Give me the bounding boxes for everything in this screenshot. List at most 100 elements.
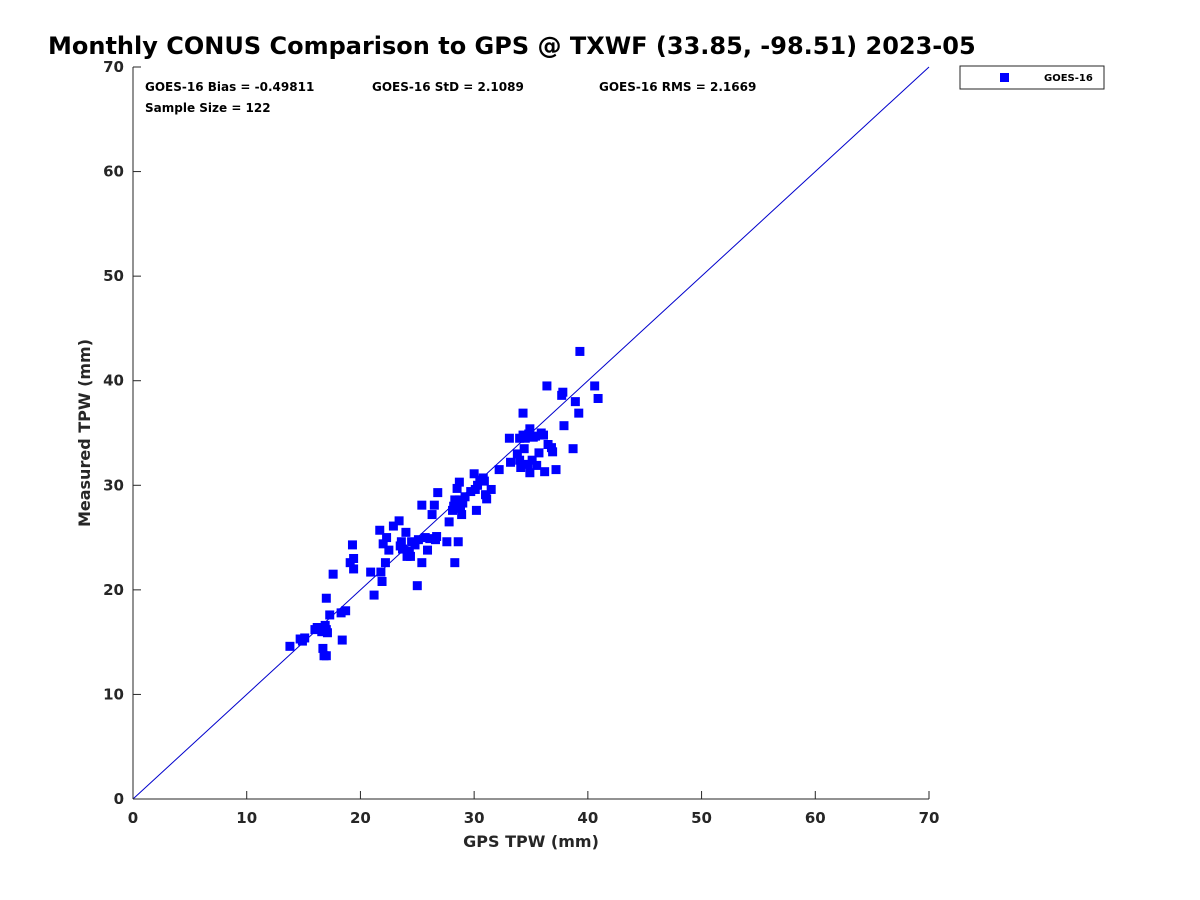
- data-point: [429, 500, 439, 510]
- x-axis-label: GPS TPW (mm): [463, 832, 599, 851]
- x-tick-label: 50: [691, 809, 712, 827]
- data-point: [404, 546, 414, 556]
- data-point: [341, 606, 351, 616]
- data-point: [551, 465, 561, 475]
- data-point: [574, 408, 584, 418]
- data-point: [337, 635, 347, 645]
- data-point: [442, 537, 452, 547]
- data-point: [539, 430, 549, 440]
- data-point: [401, 527, 411, 537]
- y-tick-label: 40: [103, 372, 124, 390]
- data-point: [469, 469, 479, 479]
- y-tick-label: 0: [114, 790, 124, 808]
- data-point: [453, 537, 463, 547]
- data-point: [450, 495, 460, 505]
- data-point: [396, 537, 406, 547]
- data-point: [321, 593, 331, 603]
- data-point: [398, 544, 408, 554]
- x-tick-label: 60: [805, 809, 826, 827]
- data-point: [405, 551, 415, 561]
- data-point: [479, 476, 489, 486]
- data-point: [525, 424, 535, 434]
- data-point: [444, 517, 454, 527]
- data-point: [486, 484, 496, 494]
- data-point: [450, 558, 460, 568]
- legend-box: [959, 65, 1105, 90]
- data-point: [317, 627, 327, 637]
- data-point: [425, 534, 435, 544]
- y-tick-label: 10: [103, 685, 124, 703]
- data-point: [432, 532, 442, 542]
- data-point: [460, 492, 470, 502]
- data-point: [388, 521, 398, 531]
- std-stat: GOES-16 StD = 2.1089: [372, 80, 524, 94]
- data-point: [519, 444, 529, 454]
- bias-stat: GOES-16 Bias = -0.49811: [145, 80, 314, 94]
- data-point: [285, 641, 295, 651]
- data-point: [454, 477, 464, 487]
- data-point: [394, 516, 404, 526]
- legend-marker-goes-16: [1000, 73, 1009, 82]
- data-point: [312, 623, 322, 633]
- data-point: [532, 460, 542, 470]
- legend: GOES-16: [959, 65, 1105, 90]
- data-point: [559, 421, 569, 431]
- data-point: [349, 553, 359, 563]
- data-point: [548, 447, 558, 457]
- x-tick-label: 0: [128, 809, 138, 827]
- x-tick-label: 10: [236, 809, 257, 827]
- x-tick-label: 30: [464, 809, 485, 827]
- data-point: [413, 535, 423, 545]
- sample-size-stat: Sample Size = 122: [145, 101, 271, 115]
- data-point: [473, 480, 483, 490]
- y-tick-label: 70: [103, 58, 124, 76]
- data-point: [516, 463, 526, 473]
- data-point: [542, 381, 552, 391]
- data-points-layer: [285, 346, 603, 661]
- data-point: [593, 393, 603, 403]
- data-point: [524, 429, 534, 439]
- data-point: [375, 525, 385, 535]
- data-point: [382, 533, 392, 543]
- data-point: [376, 567, 386, 577]
- data-point: [449, 501, 459, 511]
- chart-title: Monthly CONUS Comparison to GPS @ TXWF (…: [48, 32, 976, 60]
- data-point: [458, 498, 468, 508]
- data-point: [466, 487, 476, 497]
- data-point: [527, 455, 537, 465]
- data-point: [420, 533, 430, 543]
- data-point: [518, 408, 528, 418]
- x-tick-label: 20: [350, 809, 371, 827]
- y-tick-label: 60: [103, 163, 124, 181]
- data-point: [412, 581, 422, 591]
- data-point: [531, 431, 541, 441]
- data-point: [410, 540, 420, 550]
- data-point: [452, 483, 462, 493]
- data-point: [575, 346, 585, 356]
- data-point: [525, 468, 535, 478]
- data-point: [322, 628, 332, 638]
- data-point: [570, 397, 580, 407]
- data-point: [325, 610, 335, 620]
- data-point: [300, 633, 310, 643]
- rms-stat: GOES-16 RMS = 2.1669: [599, 80, 756, 94]
- data-point: [494, 465, 504, 475]
- data-point: [523, 459, 533, 469]
- data-point: [380, 558, 390, 568]
- data-point: [433, 488, 443, 498]
- data-point: [515, 455, 525, 465]
- data-point: [457, 510, 467, 520]
- data-point: [558, 387, 568, 397]
- data-point: [506, 457, 516, 467]
- data-point: [482, 494, 492, 504]
- data-point: [568, 444, 578, 454]
- data-point: [427, 510, 437, 520]
- axes-layer: 0 10 20 30 40 50 60 70 0 10 20 30 40 50 60 70: [103, 58, 939, 827]
- data-point: [534, 448, 544, 458]
- data-point: [321, 651, 331, 661]
- x-tick-label: 40: [577, 809, 598, 827]
- data-point: [540, 467, 550, 477]
- data-point: [349, 564, 359, 574]
- legend-label-goes-16: GOES-16: [1044, 73, 1093, 84]
